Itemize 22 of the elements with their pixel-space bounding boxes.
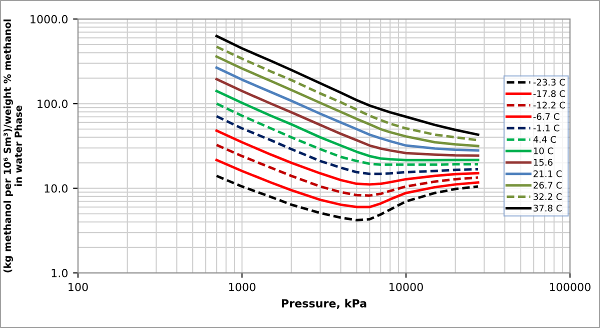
x-axis-title: Pressure, kPa — [282, 298, 366, 309]
y-tick-label: 10.0 — [44, 184, 68, 193]
legend-label: 15.6 — [534, 158, 552, 166]
y-tick-label: 1000.0 — [30, 15, 68, 24]
x-tick-label: 10000 — [390, 282, 423, 292]
legend-label: 37.8 C — [534, 204, 562, 212]
legend-label: -6.7 C — [533, 113, 560, 120]
legend-label: 26.7 C — [534, 182, 562, 189]
legend-label: -23.3 C — [533, 78, 565, 86]
legend-label: -17.8 C — [533, 90, 565, 98]
y-axis-title: (kg methanol per 10⁶ Sm³)/weight % methanol in water Phase — [3, 20, 22, 272]
legend-label: 10 C — [534, 147, 554, 154]
legend-label: -12.2 C — [533, 102, 565, 109]
x-tick-label: 1000 — [229, 282, 256, 292]
legend-label: -1.1 C — [533, 124, 560, 132]
x-tick-label: 100000 — [550, 282, 590, 292]
y-tick-label: 1.0 — [52, 268, 68, 278]
y-tick-label: 100.0 — [38, 100, 68, 108]
x-tick-label: 100 — [68, 282, 88, 292]
legend-label: 21.1 C — [534, 170, 562, 178]
legend-label: 4.4 C — [533, 136, 556, 143]
legend-label: 32.2 C — [534, 193, 562, 200]
